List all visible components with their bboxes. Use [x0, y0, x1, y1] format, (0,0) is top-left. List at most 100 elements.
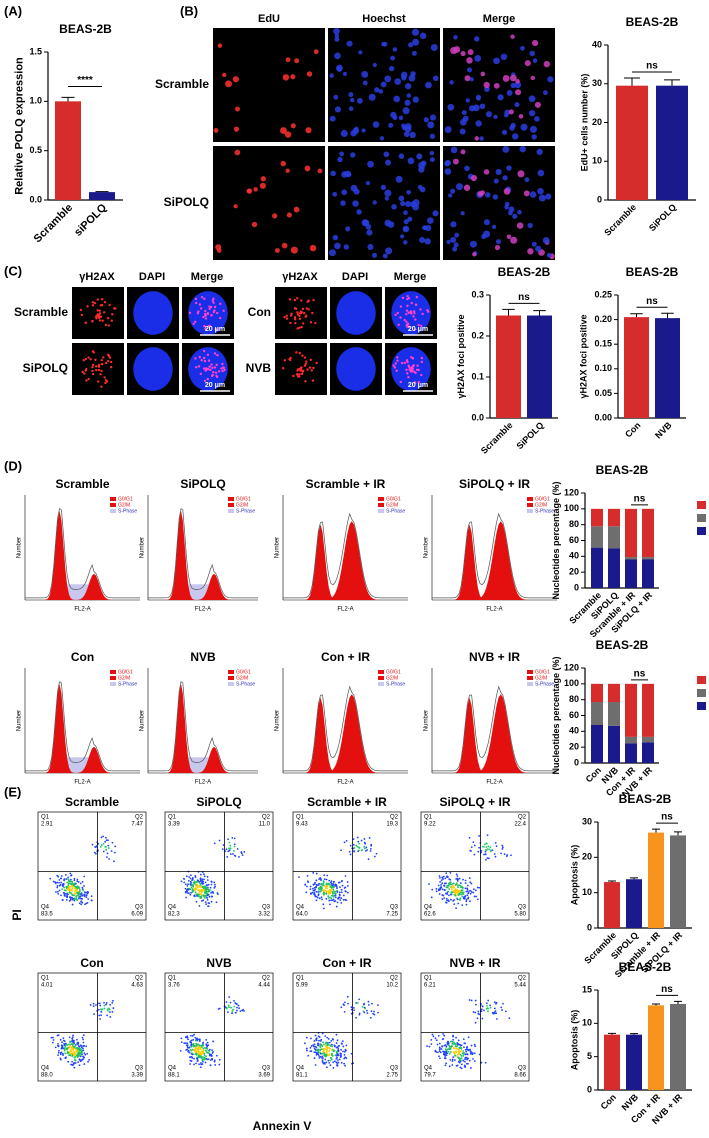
- flow-event: [238, 1007, 240, 1010]
- flow-event: [321, 898, 323, 901]
- flow-event: [229, 844, 232, 847]
- nucleus: [217, 43, 223, 48]
- flow-event: [455, 1047, 458, 1050]
- focus: [223, 368, 226, 372]
- column-header: EdU: [258, 13, 280, 25]
- flow-event: [329, 883, 331, 886]
- nucleus: [510, 82, 517, 89]
- nucleus: [361, 128, 366, 133]
- flow-event: [76, 885, 79, 888]
- flow-event: [337, 896, 340, 899]
- flow-event: [470, 1051, 473, 1053]
- micrograph: [72, 343, 124, 395]
- nucleus: [251, 221, 258, 228]
- flow-event: [341, 880, 343, 883]
- flow-event: [469, 889, 472, 892]
- flow-event: [478, 886, 481, 889]
- legend-label: G0/G1: [118, 669, 133, 675]
- flow-event: [315, 899, 318, 902]
- flow-event: [342, 898, 345, 901]
- focus: [288, 358, 291, 361]
- flow-event: [70, 874, 72, 877]
- flow-event: [441, 1045, 444, 1048]
- flow-event: [207, 893, 210, 896]
- nucleus: [423, 117, 429, 123]
- flow-event: [315, 872, 318, 875]
- legend-swatch: [228, 676, 234, 680]
- legend-swatch: [378, 509, 384, 513]
- flow-event: [322, 1057, 324, 1060]
- nucleus: [534, 101, 541, 108]
- flow-event: [319, 890, 322, 893]
- focus: [405, 368, 408, 372]
- flow-event: [190, 1034, 192, 1037]
- quadrant-name: Q2: [390, 976, 399, 982]
- bar: [624, 317, 649, 418]
- flow-event: [52, 1036, 54, 1039]
- flow-event: [447, 1050, 450, 1053]
- flow-event: [493, 1001, 496, 1004]
- flow-event: [229, 847, 232, 850]
- flow-event: [344, 1064, 346, 1067]
- legend-swatch: [697, 501, 706, 509]
- flow-event: [203, 873, 205, 876]
- nucleus: [383, 151, 390, 158]
- error-bar: [652, 1003, 660, 1006]
- focus: [195, 366, 198, 369]
- flow-event: [194, 876, 197, 879]
- flow-event: [191, 890, 194, 893]
- flow-event: [369, 850, 372, 852]
- flow-event: [338, 893, 341, 896]
- focus: [298, 317, 302, 321]
- nucleus: [545, 193, 552, 200]
- flow-event: [501, 848, 504, 850]
- quadrant-name: Q2: [518, 815, 527, 821]
- flow-event: [69, 899, 72, 901]
- flow-event: [373, 1010, 375, 1013]
- flow-event: [228, 841, 231, 844]
- flow-event: [364, 849, 367, 852]
- phase-g1: [432, 524, 557, 600]
- flow-event: [335, 1046, 338, 1049]
- flow-event: [320, 883, 323, 886]
- significance-label: ns: [634, 668, 646, 679]
- nucleus: [372, 252, 378, 258]
- flow-event: [458, 893, 461, 895]
- y-tick-label: 0.2: [471, 330, 484, 340]
- bar: [89, 192, 115, 200]
- y-tick-label: 0.05: [594, 388, 612, 398]
- nucleus: [532, 39, 539, 47]
- flow-event: [201, 1063, 204, 1065]
- nucleus: [532, 58, 538, 63]
- flow-event: [57, 1054, 59, 1057]
- focus: [211, 366, 214, 369]
- chart-title: BEAS-2B: [626, 265, 679, 279]
- flow-event: [510, 854, 512, 857]
- flow-event: [444, 1055, 447, 1057]
- nucleus: [336, 347, 376, 391]
- flow-event: [195, 1044, 198, 1047]
- flow-event: [67, 880, 70, 882]
- flow-event: [201, 878, 204, 881]
- flow-event: [327, 1038, 330, 1040]
- flow-event: [190, 886, 193, 889]
- chart-title: BEAS-2B: [59, 22, 112, 36]
- nucleus: [304, 165, 311, 172]
- flow-event: [455, 889, 458, 892]
- quadrant-value: 22.4: [514, 822, 526, 828]
- flow-event: [74, 1043, 77, 1046]
- flow-event: [335, 1033, 338, 1036]
- nucleus: [444, 126, 452, 134]
- flow-event: [106, 1014, 109, 1017]
- flow-event: [80, 897, 82, 900]
- quadrant-name: Q2: [262, 815, 271, 821]
- nucleus: [234, 149, 241, 156]
- flow-event: [212, 892, 215, 894]
- flow-event: [438, 1050, 441, 1053]
- nucleus: [382, 253, 388, 259]
- flow-event: [66, 881, 69, 884]
- focus: [212, 297, 215, 300]
- nucleus: [233, 126, 240, 132]
- flow-event: [450, 1046, 453, 1048]
- bar: [626, 1034, 642, 1090]
